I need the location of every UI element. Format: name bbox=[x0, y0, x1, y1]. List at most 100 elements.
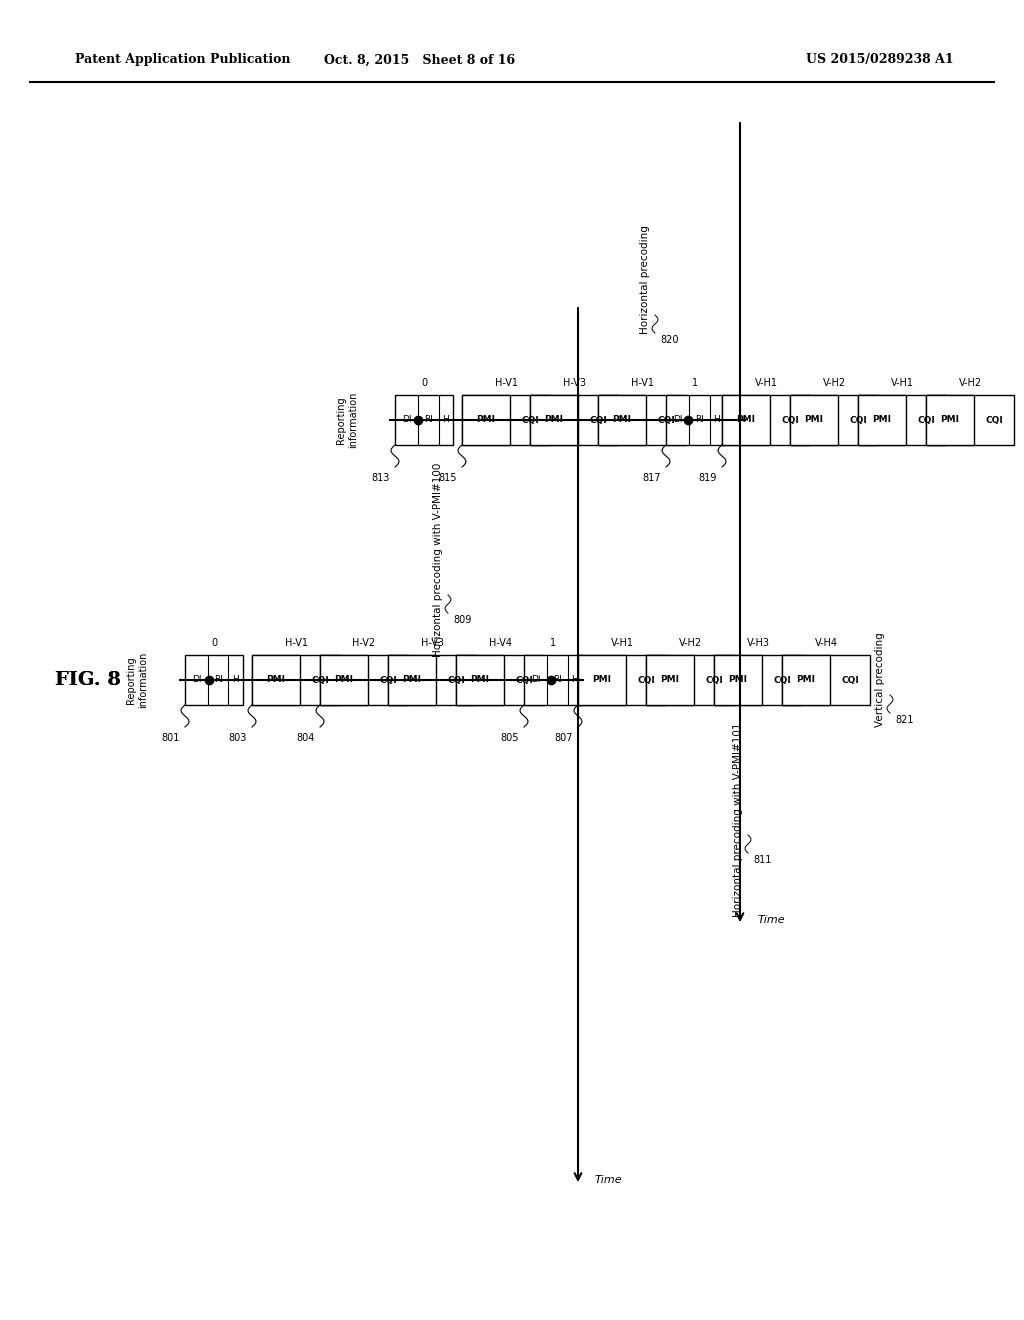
Bar bbox=[646, 655, 734, 705]
Text: PMI: PMI bbox=[470, 676, 489, 685]
Text: PMI: PMI bbox=[545, 416, 563, 425]
Text: H-V3: H-V3 bbox=[421, 638, 443, 648]
Text: CQI: CQI bbox=[849, 416, 867, 425]
Text: Time: Time bbox=[595, 1175, 623, 1185]
Text: PMI: PMI bbox=[335, 676, 353, 685]
Text: CQI: CQI bbox=[311, 676, 329, 685]
Bar bbox=[790, 395, 878, 445]
Text: CQI: CQI bbox=[447, 676, 465, 685]
Bar bbox=[598, 395, 686, 445]
Bar bbox=[578, 655, 666, 705]
Text: V-H2: V-H2 bbox=[958, 378, 982, 388]
Bar bbox=[252, 655, 340, 705]
Text: V-H2: V-H2 bbox=[679, 638, 701, 648]
Text: FIG. 8: FIG. 8 bbox=[55, 671, 121, 689]
Bar bbox=[714, 655, 802, 705]
Text: Time: Time bbox=[758, 915, 785, 925]
Text: Horizontal precoding: Horizontal precoding bbox=[640, 226, 650, 334]
Text: 0: 0 bbox=[211, 638, 217, 648]
Bar bbox=[319, 655, 408, 705]
Text: CQI: CQI bbox=[521, 416, 539, 425]
Text: V-H3: V-H3 bbox=[746, 638, 769, 648]
Text: V-H2: V-H2 bbox=[822, 378, 846, 388]
Text: PMI: PMI bbox=[476, 416, 496, 425]
Bar bbox=[858, 395, 906, 445]
Text: H-V2: H-V2 bbox=[352, 638, 376, 648]
Text: PMI: PMI bbox=[266, 676, 286, 685]
Bar bbox=[714, 655, 762, 705]
Bar bbox=[926, 395, 1014, 445]
Text: CQI: CQI bbox=[985, 416, 1002, 425]
Text: DI: DI bbox=[401, 416, 412, 425]
Bar bbox=[790, 395, 838, 445]
Bar bbox=[456, 655, 504, 705]
Text: CQI: CQI bbox=[918, 416, 935, 425]
Text: PMI: PMI bbox=[872, 416, 892, 425]
Bar bbox=[462, 395, 510, 445]
Text: DI: DI bbox=[673, 416, 682, 425]
Text: 820: 820 bbox=[660, 335, 679, 345]
Bar bbox=[646, 655, 694, 705]
Text: Horizontal precoding with V-PMI#101: Horizontal precoding with V-PMI#101 bbox=[733, 723, 743, 917]
Text: PMI: PMI bbox=[736, 416, 756, 425]
Text: 1: 1 bbox=[692, 378, 698, 388]
Bar bbox=[722, 395, 770, 445]
Text: PMI: PMI bbox=[660, 676, 680, 685]
Text: DI: DI bbox=[530, 676, 541, 685]
Text: H-V1: H-V1 bbox=[631, 378, 653, 388]
Text: H-V4: H-V4 bbox=[488, 638, 512, 648]
Bar bbox=[388, 655, 476, 705]
Bar bbox=[926, 395, 974, 445]
Text: CQI: CQI bbox=[379, 676, 397, 685]
Text: 807: 807 bbox=[555, 733, 573, 743]
Bar bbox=[395, 395, 453, 445]
Bar bbox=[319, 655, 368, 705]
Bar bbox=[252, 655, 300, 705]
Text: CQI: CQI bbox=[781, 416, 799, 425]
Text: FIG. 8: FIG. 8 bbox=[55, 671, 121, 689]
Bar bbox=[782, 655, 870, 705]
Text: CQI: CQI bbox=[706, 676, 723, 685]
Text: Horizontal precoding with V-PMI#100: Horizontal precoding with V-PMI#100 bbox=[433, 463, 443, 657]
Text: CQI: CQI bbox=[515, 676, 532, 685]
Text: H: H bbox=[442, 416, 450, 425]
Text: 805: 805 bbox=[501, 733, 519, 743]
Text: 804: 804 bbox=[297, 733, 315, 743]
Text: CQI: CQI bbox=[841, 676, 859, 685]
Text: 811: 811 bbox=[753, 855, 771, 865]
Text: H-V1: H-V1 bbox=[285, 638, 307, 648]
Text: PMI: PMI bbox=[402, 676, 422, 685]
Text: CQI: CQI bbox=[589, 416, 607, 425]
Text: 813: 813 bbox=[372, 473, 390, 483]
Text: 809: 809 bbox=[453, 615, 471, 624]
Text: CQI: CQI bbox=[637, 676, 655, 685]
Bar bbox=[578, 655, 626, 705]
Text: 815: 815 bbox=[438, 473, 457, 483]
Text: Reporting
information: Reporting information bbox=[126, 652, 147, 709]
Text: 1: 1 bbox=[550, 638, 556, 648]
Bar bbox=[462, 395, 550, 445]
Text: PMI: PMI bbox=[940, 416, 959, 425]
Text: PMI: PMI bbox=[593, 676, 611, 685]
Text: PMI: PMI bbox=[797, 676, 815, 685]
Text: H: H bbox=[714, 416, 720, 425]
Text: 801: 801 bbox=[162, 733, 180, 743]
Bar bbox=[858, 395, 946, 445]
Text: Patent Application Publication: Patent Application Publication bbox=[75, 54, 291, 66]
Text: RI: RI bbox=[695, 416, 703, 425]
Bar bbox=[722, 395, 810, 445]
Text: 817: 817 bbox=[642, 473, 662, 483]
Text: V-H1: V-H1 bbox=[891, 378, 913, 388]
Text: V-H4: V-H4 bbox=[814, 638, 838, 648]
Bar bbox=[598, 395, 646, 445]
Text: H: H bbox=[232, 676, 240, 685]
Bar bbox=[530, 395, 578, 445]
Text: H-V1: H-V1 bbox=[495, 378, 517, 388]
Bar bbox=[782, 655, 830, 705]
Bar bbox=[524, 655, 582, 705]
Text: 0: 0 bbox=[421, 378, 427, 388]
Bar bbox=[530, 395, 618, 445]
Text: PMI: PMI bbox=[728, 676, 748, 685]
Text: 803: 803 bbox=[228, 733, 247, 743]
Text: 819: 819 bbox=[698, 473, 717, 483]
